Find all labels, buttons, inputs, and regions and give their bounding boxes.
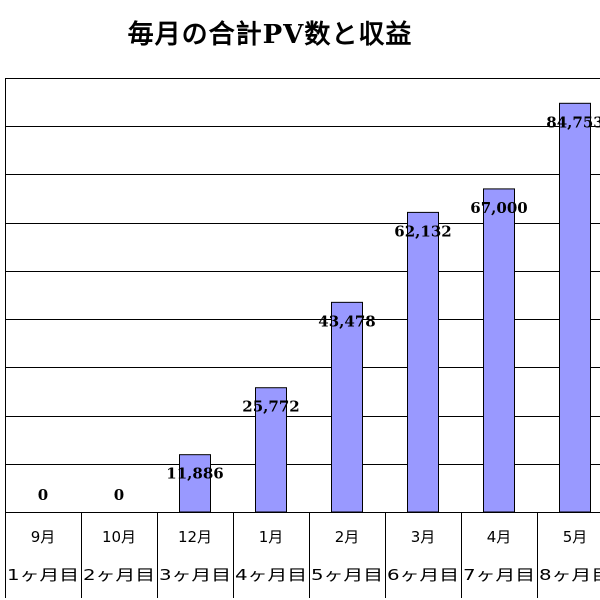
grid-lines [5,78,600,598]
bar-4 [255,387,287,513]
bars [179,102,591,513]
data-label-1: 0 [38,486,48,504]
category-label-7: 4月 [487,528,512,546]
bar-8 [559,102,591,513]
data-label-3: 11,886 [166,465,223,483]
sub-category-label-7: 7ヶ月目 [463,566,535,584]
sub-category-label-1: 1ヶ月目 [7,566,79,584]
data-label-2: 0 [114,486,124,504]
bar-6 [407,211,439,513]
data-labels: 0 0 11,886 25,772 43,478 62,132 67,000 84,753 [38,113,600,504]
data-label-4: 25,772 [242,398,299,416]
category-label-1: 9月 [31,528,56,546]
category-table: 9月 1ヶ月目 10月 2ヶ月目 12月 3ヶ月目 1月 4ヶ月目 2月 5ヶ月目 3月 6ヶ月目 4月… [5,512,600,598]
bar-3 [179,454,211,513]
chart-title: 毎月の合計PV数と収益 [127,20,413,50]
sub-category-label-6: 6ヶ月目 [387,566,459,584]
sub-category-label-3: 3ヶ月目 [159,566,231,584]
data-label-6: 62,132 [394,222,451,240]
sub-category-label-4: 4ヶ月目 [235,566,307,584]
bar-5 [331,301,363,513]
data-label-8: 84,753 [546,113,600,131]
category-label-4: 1月 [259,528,284,546]
sub-category-label-8: 8ヶ月目 [539,566,600,584]
data-label-7: 67,000 [470,199,527,217]
category-label-6: 3月 [411,528,436,546]
sub-category-label-5: 5ヶ月目 [311,566,383,584]
category-label-5: 2月 [335,528,360,546]
data-label-5: 43,478 [318,312,375,330]
category-label-8: 5月 [563,528,588,546]
bar-7 [483,188,515,513]
category-label-3: 12月 [178,528,212,546]
sub-category-label-2: 2ヶ月目 [83,566,155,584]
category-label-2: 10月 [102,528,136,546]
